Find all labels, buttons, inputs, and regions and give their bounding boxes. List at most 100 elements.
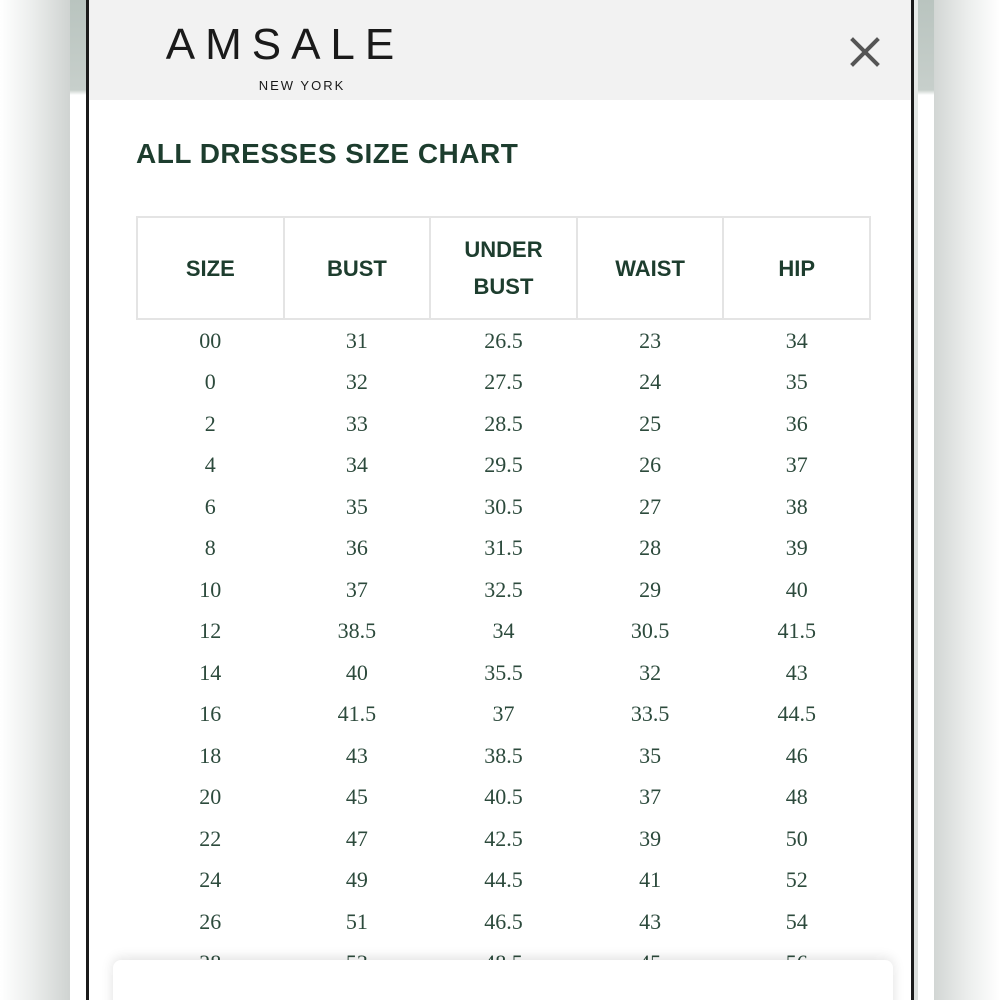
cell-hip: 43 — [785, 659, 808, 685]
column-header-hip: HIP — [722, 216, 871, 320]
cell-hip: 36 — [785, 410, 808, 436]
cell-waist: 32 — [639, 659, 662, 685]
column-header-under-bust: UNDER BUST — [429, 216, 578, 320]
cell-hip: 38 — [785, 493, 808, 519]
cell-bust: 41.5 — [337, 701, 377, 727]
cell-under-bust: 44.5 — [484, 867, 523, 893]
cell-size: 2 — [204, 410, 216, 436]
cell-bust: 45 — [345, 784, 368, 810]
cell-size: 26 — [199, 908, 222, 934]
cell-bust: 32 — [345, 369, 368, 395]
cell-bust: 40 — [345, 659, 368, 685]
cell-hip: 46 — [785, 742, 808, 768]
size-chart-title: ALL DRESSES SIZE CHART — [136, 138, 519, 169]
cell-size: 4 — [204, 452, 216, 478]
size-chart-table: SIZE BUST UNDER BUST WAIST HIP 00 31 26.5 2… — [136, 216, 871, 984]
cell-size: 18 — [199, 742, 222, 768]
cell-bust: 33 — [345, 410, 368, 436]
brand-location: NEW YORK — [258, 78, 346, 93]
cell-waist: 30.5 — [630, 618, 670, 644]
cell-size: 24 — [199, 867, 222, 893]
cell-bust: 34 — [345, 452, 368, 478]
cell-size: 22 — [199, 825, 222, 851]
backdrop-left-strip — [70, 0, 86, 1000]
table-row: 20 45 40.5 37 48 — [137, 777, 870, 819]
brand-name: AMSALE — [165, 20, 405, 69]
cell-size: 16 — [199, 701, 222, 727]
table-row: 16 41.5 37 33.5 44.5 — [137, 694, 870, 736]
table-row: 0 32 27.5 24 35 — [137, 362, 870, 404]
cell-bust: 43 — [345, 742, 368, 768]
cell-waist: 25 — [639, 410, 662, 436]
modal-header: AMSALE NEW YORK — [89, 0, 911, 100]
cell-waist: 41 — [639, 867, 662, 893]
table-row: 12 38.5 34 30.5 41.5 — [137, 611, 870, 653]
bottom-card — [113, 960, 893, 1000]
table-row: 24 49 44.5 41 52 — [137, 860, 870, 902]
cell-hip: 44.5 — [777, 701, 816, 727]
close-icon — [850, 37, 880, 67]
cell-hip: 48 — [785, 784, 808, 810]
table-row: 6 35 30.5 27 38 — [137, 486, 870, 528]
cell-under-bust: 46.5 — [484, 908, 523, 934]
cell-size: 0 — [204, 369, 216, 395]
cell-hip: 34 — [785, 327, 808, 353]
cell-hip: 37 — [785, 452, 808, 478]
cell-waist: 39 — [639, 825, 662, 851]
cell-under-bust: 29.5 — [484, 452, 523, 478]
cell-waist: 23 — [639, 327, 662, 353]
table-header-row: SIZE BUST UNDER BUST WAIST HIP — [136, 216, 871, 320]
table-row: 10 37 32.5 29 40 — [137, 569, 870, 611]
cell-under-bust: 38.5 — [484, 742, 523, 768]
table-row: 8 36 31.5 28 39 — [137, 528, 870, 570]
cell-waist: 27 — [639, 493, 662, 519]
size-chart-modal: AMSALE NEW YORK ALL DRESSES SIZE CHART S… — [86, 0, 914, 1000]
cell-waist: 24 — [639, 369, 662, 395]
table-row: 26 51 46.5 43 54 — [137, 901, 870, 943]
cell-waist: 35 — [639, 742, 662, 768]
cell-size: 10 — [199, 576, 222, 602]
cell-bust: 38.5 — [337, 618, 377, 644]
cell-size: 00 — [199, 327, 222, 353]
cell-under-bust: 37 — [492, 701, 515, 727]
column-header-bust: BUST — [282, 216, 432, 320]
cell-size: 8 — [204, 535, 216, 561]
table-row: 2 33 28.5 25 36 — [137, 403, 870, 445]
cell-size: 12 — [199, 618, 222, 644]
table-row: 18 43 38.5 35 46 — [137, 735, 870, 777]
backdrop-right-strip — [918, 0, 934, 1000]
cell-under-bust: 26.5 — [484, 327, 523, 353]
cell-waist: 37 — [639, 784, 662, 810]
brand-logo: AMSALE NEW YORK — [135, 20, 435, 93]
cell-bust: 36 — [345, 535, 368, 561]
cell-hip: 41.5 — [777, 618, 816, 644]
backdrop-left-edge — [0, 0, 70, 1000]
cell-under-bust: 34 — [492, 618, 515, 644]
table-body: 00 31 26.5 23 34 0 32 27.5 24 35 2 33 28.5 25 36 4 34 29.… — [137, 319, 870, 984]
cell-size: 6 — [204, 493, 216, 519]
cell-bust: 31 — [345, 327, 368, 353]
cell-hip: 50 — [785, 825, 808, 851]
cell-under-bust: 30.5 — [484, 493, 523, 519]
cell-waist: 29 — [639, 576, 662, 602]
column-header-waist: WAIST — [575, 216, 725, 320]
cell-waist: 33.5 — [630, 701, 670, 727]
column-header-size: SIZE — [136, 216, 285, 320]
cell-under-bust: 42.5 — [484, 825, 523, 851]
table-row: 4 34 29.5 26 37 — [137, 445, 870, 487]
cell-bust: 47 — [345, 825, 368, 851]
cell-under-bust: 35.5 — [484, 659, 523, 685]
table-row: 14 40 35.5 32 43 — [137, 652, 870, 694]
cell-bust: 35 — [345, 493, 368, 519]
cell-under-bust: 28.5 — [484, 410, 523, 436]
cell-waist: 43 — [639, 908, 662, 934]
table-row: 00 31 26.5 23 34 — [137, 319, 870, 362]
close-button[interactable] — [845, 32, 885, 72]
backdrop-right-edge — [930, 0, 1000, 1000]
cell-under-bust: 31.5 — [484, 535, 523, 561]
cell-bust: 51 — [345, 908, 368, 934]
cell-bust: 49 — [345, 867, 368, 893]
cell-size: 20 — [199, 784, 222, 810]
cell-hip: 52 — [785, 867, 808, 893]
